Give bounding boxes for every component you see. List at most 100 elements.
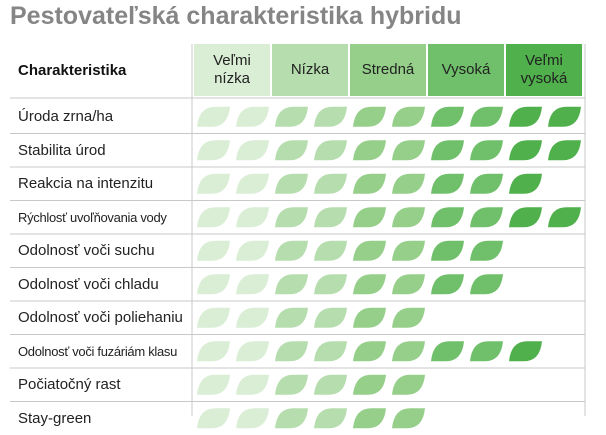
- leaf: [392, 140, 425, 161]
- leaf: [314, 274, 347, 295]
- leaf: [431, 240, 464, 261]
- leaf: [548, 106, 581, 127]
- leaf: [197, 240, 230, 261]
- leaf: [470, 240, 503, 261]
- leaf: [509, 140, 542, 161]
- leaf: [353, 207, 386, 228]
- rating: [197, 207, 581, 228]
- row-label: Odolnosť voči chladu: [18, 275, 159, 293]
- level-header: Stredná: [350, 44, 426, 96]
- rating: [197, 173, 542, 194]
- level-header: Nízka: [272, 44, 348, 96]
- leaf: [236, 307, 269, 328]
- leaf: [392, 408, 425, 429]
- leaf: [275, 207, 308, 228]
- row-label: Reakcia na intenzitu: [18, 175, 154, 192]
- page-title: Pestovateľská charakteristika hybridu: [10, 2, 462, 30]
- leaf: [509, 341, 542, 362]
- row-label: Stay-green: [18, 409, 92, 427]
- leaf: [236, 240, 269, 261]
- rating: [197, 106, 581, 127]
- rating: [197, 240, 503, 261]
- leaf: [470, 106, 503, 127]
- leaf: [236, 207, 269, 228]
- leaf: [470, 140, 503, 161]
- rating: [197, 341, 542, 362]
- leaf: [353, 408, 386, 429]
- leaf: [275, 341, 308, 362]
- leaf: [236, 173, 269, 194]
- leaf: [431, 274, 464, 295]
- level-header: Veľmi vysoká: [506, 44, 582, 96]
- leaf: [236, 408, 269, 429]
- leaf: [275, 240, 308, 261]
- leaf: [392, 173, 425, 194]
- leaf: [353, 140, 386, 161]
- leaf: [197, 307, 230, 328]
- leaf: [392, 240, 425, 261]
- leaf: [353, 341, 386, 362]
- leaf: [509, 173, 542, 194]
- leaf: [509, 106, 542, 127]
- leaf: [197, 173, 230, 194]
- leaf: [353, 307, 386, 328]
- rating: [197, 307, 425, 328]
- leaf: [275, 173, 308, 194]
- rating: [197, 140, 581, 161]
- leaf: [392, 307, 425, 328]
- leaf: [353, 274, 386, 295]
- leaf: [275, 140, 308, 161]
- row-label: Odolnosť voči suchu: [18, 242, 155, 259]
- leaf: [314, 408, 347, 429]
- leaf: [392, 374, 425, 395]
- leaf: [314, 240, 347, 261]
- rating: [197, 374, 425, 395]
- leaf: [197, 140, 230, 161]
- row-label: Odolnosť voči poliehaniu: [18, 309, 183, 326]
- leaf: [197, 341, 230, 362]
- leaf: [236, 274, 269, 295]
- leaf: [314, 173, 347, 194]
- leaf: [236, 374, 269, 395]
- table-header: Charakteristika: [18, 62, 127, 79]
- leaf: [275, 307, 308, 328]
- leaf: [314, 341, 347, 362]
- leaf: [236, 106, 269, 127]
- rating: [197, 274, 503, 295]
- leaf: [236, 341, 269, 362]
- leaf: [392, 274, 425, 295]
- leaf: [197, 374, 230, 395]
- row-label: Stabilita úrod: [18, 141, 106, 159]
- leaf: [197, 274, 230, 295]
- leaf: [470, 341, 503, 362]
- leaf: [314, 207, 347, 228]
- leaf: [275, 408, 308, 429]
- leaf: [197, 207, 230, 228]
- leaf: [197, 408, 230, 429]
- leaf: [548, 140, 581, 161]
- row-label: Úroda zrna/ha: [18, 108, 114, 125]
- level-header: Vysoká: [428, 44, 504, 96]
- leaf: [353, 374, 386, 395]
- level-header: Veľmi nízka: [194, 44, 270, 96]
- leaf: [314, 106, 347, 127]
- leaf: [470, 173, 503, 194]
- leaf: [392, 106, 425, 127]
- leaf: [431, 341, 464, 362]
- leaf: [392, 341, 425, 362]
- row-label: Počiatočný rast: [18, 376, 121, 393]
- leaf: [275, 274, 308, 295]
- row-label: Odolnosť voči fuzáriám klasu: [18, 343, 178, 359]
- leaf: [197, 106, 230, 127]
- leaf: [470, 207, 503, 228]
- leaf: [314, 140, 347, 161]
- leaf: [431, 140, 464, 161]
- leaf: [431, 207, 464, 228]
- leaf: [275, 106, 308, 127]
- row-label: Rýchlosť uvoľňovania vody: [18, 209, 167, 225]
- leaf: [236, 140, 269, 161]
- leaf: [509, 207, 542, 228]
- leaf: [314, 374, 347, 395]
- leaf: [431, 173, 464, 194]
- leaf: [431, 106, 464, 127]
